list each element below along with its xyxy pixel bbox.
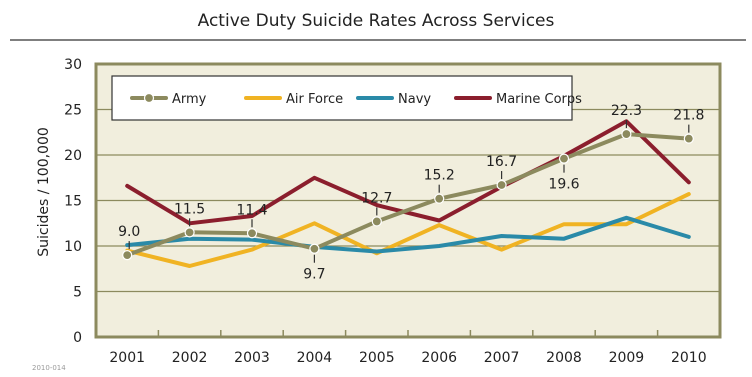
data-label: 16.7	[486, 154, 517, 170]
legend-box	[111, 75, 573, 121]
data-label: 12.7	[361, 190, 392, 206]
y-tick-label: 30	[64, 57, 82, 73]
data-label: 15.2	[424, 168, 455, 184]
y-tick-label: 5	[73, 285, 82, 301]
footnote: 2010-014	[32, 364, 66, 372]
y-tick-label: 20	[64, 148, 82, 164]
data-point	[246, 228, 258, 239]
x-tick-label: 2009	[609, 350, 645, 366]
series-line-navy	[125, 215, 691, 254]
x-tick-label: 2008	[546, 350, 582, 366]
plot-area: 0 5 10 15 20 25 30 2001 2002 2003 2004 2005 2006 2007…	[64, 57, 722, 366]
y-axis-label: Suicides / 100,000	[36, 127, 52, 257]
data-point	[434, 193, 445, 204]
data-label: 9.7	[303, 267, 325, 283]
data-point	[371, 216, 382, 227]
data-label: 21.8	[673, 108, 704, 124]
chart-title: Active Duty Suicide Rates Across Service…	[198, 11, 555, 31]
data-point	[558, 153, 570, 164]
data-label: 19.6	[548, 177, 579, 193]
data-point	[683, 133, 694, 144]
x-tick-label: 2003	[234, 350, 270, 366]
legend-label: Navy	[398, 92, 431, 107]
legend-label: Air Force	[286, 92, 343, 107]
legend-marker	[143, 92, 155, 104]
data-label: 11.5	[174, 201, 205, 217]
data-point	[496, 179, 507, 191]
x-tick-label: 2006	[421, 350, 457, 366]
y-tick-label: 25	[64, 103, 82, 119]
data-label: 9.0	[118, 224, 140, 240]
series-line-army	[125, 132, 691, 258]
series-line-air-force	[125, 192, 691, 268]
x-tick-label: 2005	[359, 350, 395, 366]
data-label: 22.3	[611, 103, 642, 119]
y-tick-label: 10	[64, 239, 82, 255]
legend-label: Army	[172, 92, 207, 107]
legend-label: Marine Corps	[496, 92, 582, 107]
x-tick-label: 2010	[671, 350, 707, 366]
y-tick-label: 0	[73, 330, 82, 346]
x-tick-label: 2001	[109, 350, 145, 366]
data-label: 11.4	[236, 202, 267, 218]
data-point	[184, 227, 195, 238]
data-point	[122, 250, 133, 261]
y-tick-label: 15	[64, 194, 82, 210]
data-point	[309, 243, 320, 254]
data-point	[621, 128, 632, 140]
x-tick-label: 2002	[172, 350, 208, 366]
x-tick-label: 2004	[297, 350, 333, 366]
series-line-marine-corps	[125, 119, 691, 226]
x-tick-label: 2007	[484, 350, 520, 366]
